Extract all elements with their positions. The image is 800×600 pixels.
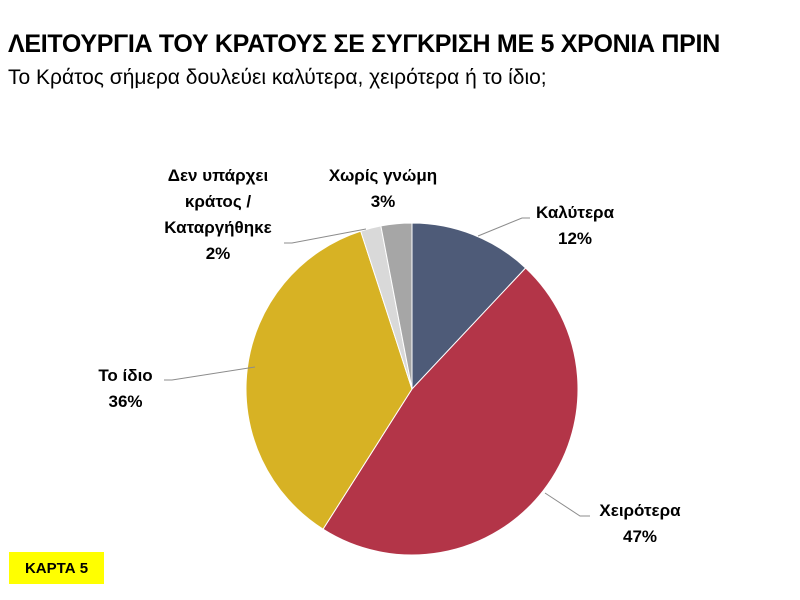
- chart-title: ΛΕΙΤΟΥΡΓΙΑ ΤΟΥ ΚΡΑΤΟΥΣ ΣΕ ΣΥΓΚΡΙΣΗ ΜΕ 5 …: [8, 30, 720, 58]
- leader-lines: [164, 217, 590, 517]
- leader-line-worse: [544, 492, 590, 517]
- label-nostate-line3: Καταργήθηκε: [164, 218, 272, 237]
- leader-line-nostate: [284, 228, 367, 244]
- pie-slice-noopinion: [380, 222, 413, 390]
- label-noopinion: Χωρίς γνώμη 3%: [318, 163, 448, 215]
- label-noopinion-name: Χωρίς γνώμη: [328, 166, 438, 185]
- label-nostate-line2: κράτος /: [184, 192, 252, 211]
- leader-line-same: [164, 366, 256, 381]
- pie-slice-worse: [322, 267, 579, 556]
- label-better-name: Καλύτερα: [535, 203, 615, 222]
- label-nostate-line1: Δεν υπάρχει: [167, 166, 269, 185]
- label-nostate-pct: 2%: [205, 244, 231, 263]
- label-same: Το ίδιο 36%: [78, 363, 173, 415]
- label-better-pct: 12%: [557, 229, 593, 248]
- label-worse-name: Χειρότερα: [599, 501, 681, 520]
- label-nostate: Δεν υπάρχει κράτος / Καταργήθηκε 2%: [138, 163, 298, 267]
- chart-subtitle: Το Κράτος σήμερα δουλεύει καλύτερα, χειρ…: [8, 66, 547, 89]
- label-same-pct: 36%: [108, 392, 143, 411]
- leader-line-better: [477, 217, 530, 237]
- label-noopinion-pct: 3%: [370, 192, 396, 211]
- label-better: Καλύτερα 12%: [520, 200, 630, 252]
- label-same-name: Το ίδιο: [98, 366, 153, 385]
- pie-slices: [245, 222, 579, 556]
- label-worse: Χειρότερα 47%: [580, 498, 700, 550]
- card-badge: ΚΑΡΤΑ 5: [9, 552, 104, 584]
- label-worse-pct: 47%: [622, 527, 658, 546]
- pie-slice-better: [411, 222, 527, 391]
